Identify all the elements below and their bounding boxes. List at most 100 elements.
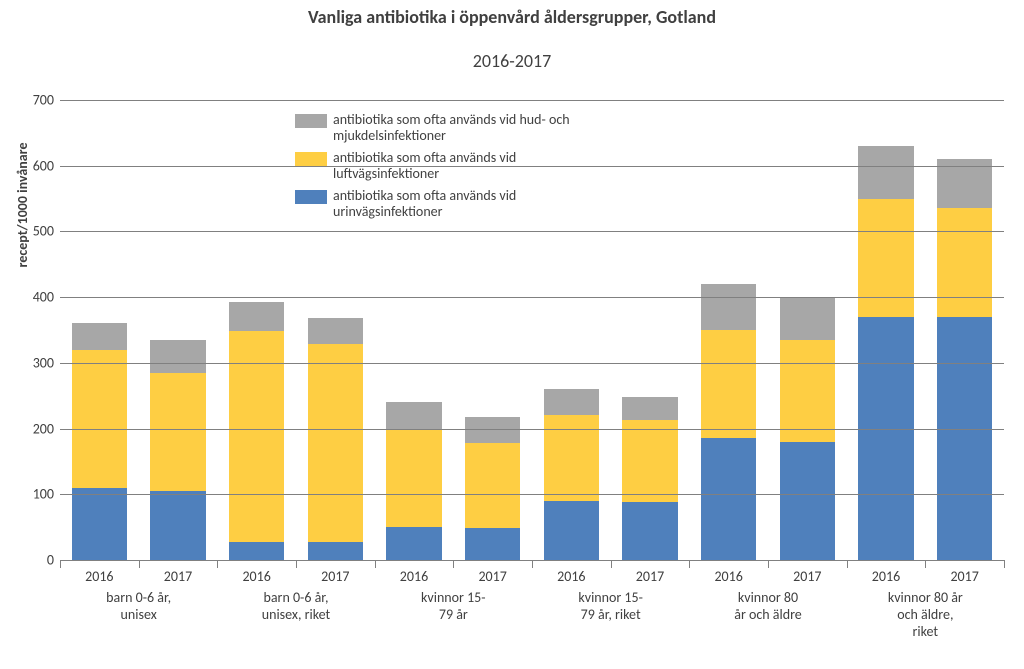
x-group-label: kvinnor 80 åroch äldre,riket xyxy=(847,590,1004,640)
legend-item: antibiotika som ofta används vid urinväg… xyxy=(295,188,573,220)
y-tick-label: 100 xyxy=(33,486,60,503)
x-tick xyxy=(1004,560,1005,568)
x-year-label: 2016 xyxy=(384,568,444,585)
y-tick-label: 300 xyxy=(33,354,60,371)
bar xyxy=(308,318,363,560)
x-group-label: kvinnor 15-79 år xyxy=(375,590,532,624)
bar-segment-urin xyxy=(780,442,835,560)
bar-segment-luft xyxy=(858,199,913,317)
bar xyxy=(622,397,677,560)
bar-segment-urin xyxy=(622,502,677,560)
bar xyxy=(937,159,992,560)
legend-swatch xyxy=(295,152,327,166)
bar xyxy=(386,402,441,560)
bar-segment-urin xyxy=(544,501,599,560)
x-tick xyxy=(532,560,533,568)
x-year-label: 2017 xyxy=(620,568,680,585)
x-group-label: barn 0-6 år,unisex, riket xyxy=(217,590,374,624)
y-tick-label: 0 xyxy=(47,552,60,569)
gridline xyxy=(60,100,1004,101)
x-tick xyxy=(925,560,926,568)
x-year-label: 2016 xyxy=(541,568,601,585)
bar-segment-luft xyxy=(701,330,756,438)
x-tick xyxy=(453,560,454,568)
bar-segment-urin xyxy=(229,542,284,560)
y-axis-title: recept/1000 invånare xyxy=(14,142,31,267)
bar xyxy=(150,340,205,560)
bar-segment-luft xyxy=(465,443,520,528)
bar-segment-urin xyxy=(308,542,363,560)
x-tick xyxy=(139,560,140,568)
x-year-label: 2017 xyxy=(463,568,523,585)
y-tick-label: 600 xyxy=(33,157,60,174)
x-year-label: 2017 xyxy=(935,568,995,585)
x-tick xyxy=(217,560,218,568)
y-tick-label: 200 xyxy=(33,420,60,437)
legend-label: antibiotika som ofta används vid hud- oc… xyxy=(333,112,573,144)
bar-segment-urin xyxy=(386,527,441,560)
x-year-label: 2017 xyxy=(777,568,837,585)
x-tick xyxy=(847,560,848,568)
legend: antibiotika som ofta används vid hud- oc… xyxy=(295,112,573,227)
x-tick xyxy=(768,560,769,568)
legend-item: antibiotika som ofta används vid luftväg… xyxy=(295,150,573,182)
bar-segment-urin xyxy=(937,317,992,560)
bar-segment-hud xyxy=(72,323,127,349)
y-tick-label: 500 xyxy=(33,223,60,240)
bar-segment-luft xyxy=(150,373,205,491)
bar xyxy=(858,146,913,560)
bar-segment-urin xyxy=(72,488,127,560)
x-year-label: 2016 xyxy=(227,568,287,585)
gridline xyxy=(60,231,1004,232)
bar-segment-luft xyxy=(937,208,992,316)
x-group-label: kvinnor 15-79 år, riket xyxy=(532,590,689,624)
bar-segment-luft xyxy=(308,344,363,541)
bar xyxy=(72,323,127,560)
gridline xyxy=(60,297,1004,298)
x-tick xyxy=(689,560,690,568)
legend-label: antibiotika som ofta används vid luftväg… xyxy=(333,150,573,182)
bar-segment-luft xyxy=(622,420,677,502)
x-year-label: 2016 xyxy=(69,568,129,585)
x-year-label: 2017 xyxy=(148,568,208,585)
bar-segment-hud xyxy=(701,284,756,330)
bar-segment-hud xyxy=(622,397,677,420)
x-tick xyxy=(296,560,297,568)
x-tick xyxy=(60,560,61,568)
bar-segment-hud xyxy=(780,297,835,340)
x-group-label: kvinnor 80år och äldre xyxy=(689,590,846,624)
bar-segment-hud xyxy=(544,389,599,415)
bar-segment-hud xyxy=(386,402,441,428)
bar-segment-urin xyxy=(701,438,756,560)
x-year-label: 2016 xyxy=(699,568,759,585)
y-tick-label: 400 xyxy=(33,289,60,306)
bar xyxy=(229,302,284,560)
bar-segment-hud xyxy=(858,146,913,199)
x-tick xyxy=(611,560,612,568)
bar-segment-luft xyxy=(780,340,835,442)
gridline xyxy=(60,363,1004,364)
legend-label: antibiotika som ofta används vid urinväg… xyxy=(333,188,573,220)
bar-segment-hud xyxy=(308,318,363,344)
bar-segment-luft xyxy=(72,350,127,488)
legend-swatch xyxy=(295,190,327,204)
chart-subtitle: 2016-2017 xyxy=(0,50,1024,72)
x-tick xyxy=(375,560,376,568)
bar xyxy=(701,284,756,560)
bar-segment-hud xyxy=(465,417,520,443)
x-group-label: barn 0-6 år,unisex xyxy=(60,590,217,624)
bar-segment-urin xyxy=(465,528,520,560)
y-tick-label: 700 xyxy=(33,92,60,109)
chart-container: Vanliga antibiotika i öppenvård åldersgr… xyxy=(0,0,1024,669)
gridline xyxy=(60,429,1004,430)
x-year-label: 2016 xyxy=(856,568,916,585)
bar xyxy=(544,389,599,560)
bar-segment-urin xyxy=(150,491,205,560)
bar-segment-luft xyxy=(386,429,441,528)
legend-swatch xyxy=(295,114,327,128)
legend-item: antibiotika som ofta används vid hud- oc… xyxy=(295,112,573,144)
bar-segment-urin xyxy=(858,317,913,560)
x-year-label: 2017 xyxy=(305,568,365,585)
bar-segment-hud xyxy=(150,340,205,373)
chart-title: Vanliga antibiotika i öppenvård åldersgr… xyxy=(0,6,1024,28)
